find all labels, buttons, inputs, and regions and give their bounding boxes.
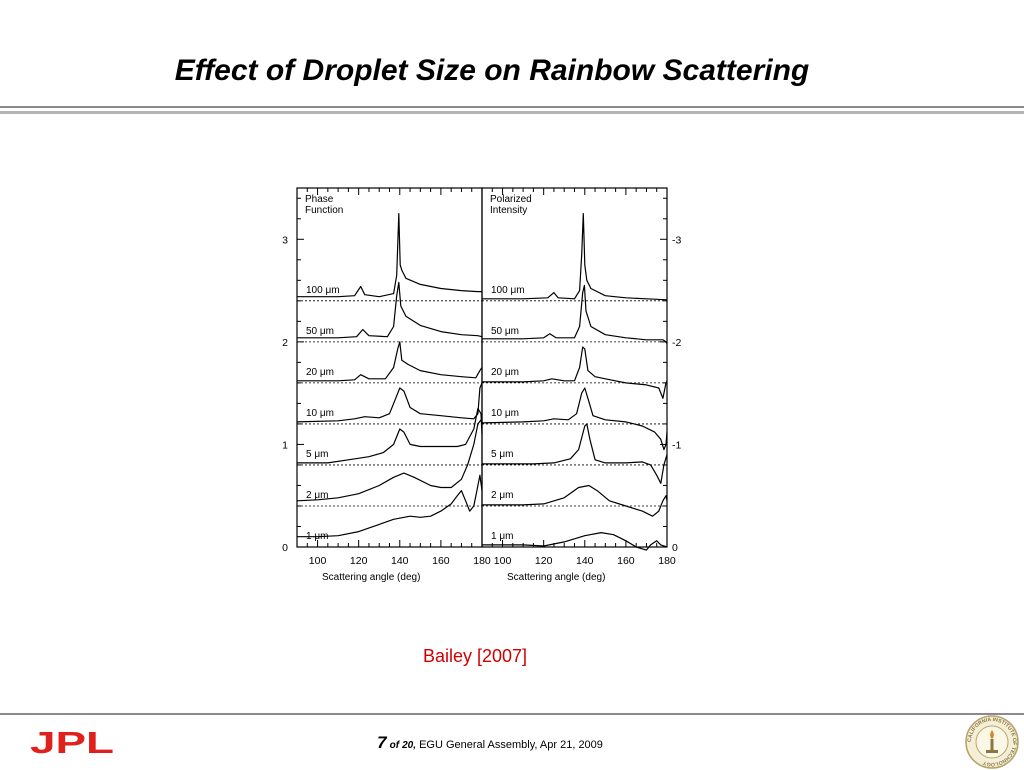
x-tick-label: 180 [473,555,491,567]
y-tick-label: -1 [672,439,681,451]
panel-label: Intensity [490,205,527,216]
series-label: 2 μm [491,490,513,501]
y-tick-label: 1 [282,439,288,451]
slide-title: Effect of Droplet Size on Rainbow Scatte… [174,54,810,87]
series-line [482,213,668,301]
x-tick-label: 120 [350,555,368,567]
series-label: 1 μm [306,531,328,542]
x-tick-label: 100 [309,555,327,567]
x-tick-label: 120 [535,555,553,567]
jpl-logo-text: JPL [30,728,114,756]
title-divider [0,106,1024,108]
panel-right: 100 120 140 160 180 Scattering angle (deg) 0 -1… [481,187,681,583]
series-label: 50 μm [306,326,334,337]
footer-divider [0,713,1024,715]
x-tick-label: 140 [391,555,409,567]
series-label: 50 μm [491,326,519,337]
y-tick-label: 3 [282,234,288,246]
y-tick-label: -3 [672,234,681,246]
series-line [297,213,482,298]
title-divider-shadow [0,111,1024,114]
x-axis-label: Scattering angle (deg) [507,572,605,583]
caltech-seal-icon: CALIFORNIA INSTITUTE OF TECHNOLOGY [965,715,1019,769]
series-line [297,281,483,339]
series-line [482,532,668,551]
x-axis-label: Scattering angle (deg) [322,572,420,583]
x-tick-label: 180 [658,555,676,567]
series-line [482,484,668,517]
series-line [482,423,668,484]
series-label: 10 μm [491,408,519,419]
series-line [482,346,668,399]
jpl-logo: JPL [30,728,114,756]
series-line [296,418,483,502]
slide-footer: 7 of 20, EGU General Assembly, Apr 21, 2… [300,733,680,753]
panel-label: Phase [305,194,334,205]
series-label: 5 μm [491,449,513,460]
series-label: 2 μm [306,490,328,501]
series-label: 100 μm [306,285,340,296]
series-line [481,387,668,451]
page-of-label: of [389,740,400,751]
series-label: 20 μm [306,367,334,378]
x-tick-label: 140 [576,555,594,567]
series-line [297,341,483,382]
series-label: 20 μm [491,367,519,378]
x-tick-label: 100 [494,555,512,567]
page-total: 20, [402,740,417,751]
event-label: EGU General Assembly, Apr 21, 2009 [419,739,603,751]
y-tick-label: 2 [282,337,288,349]
series-line [297,474,483,538]
panel-label: Polarized [490,194,532,205]
panel-left: 100 120 140 160 180 Scattering angle (deg) 0 1 2… [282,187,491,583]
x-tick-label: 160 [617,555,635,567]
rainbow-scattering-figure: 100 120 140 160 180 Scattering angle (deg) 0 1 2… [270,180,710,605]
series-line [482,284,668,345]
page-number: 7 [377,733,387,752]
series-label: 10 μm [306,408,334,419]
series-label: 100 μm [491,285,525,296]
x-tick-label: 160 [432,555,450,567]
citation: Bailey [2007] [422,646,528,666]
series-line [297,407,483,464]
series-label: 5 μm [306,449,328,460]
panel-label: Function [305,205,343,216]
y-tick-label: 0 [282,542,288,554]
y-tick-label: 0 [672,542,678,554]
series-line [296,382,483,423]
series-label: 1 μm [491,531,513,542]
y-tick-label: -2 [672,337,681,349]
